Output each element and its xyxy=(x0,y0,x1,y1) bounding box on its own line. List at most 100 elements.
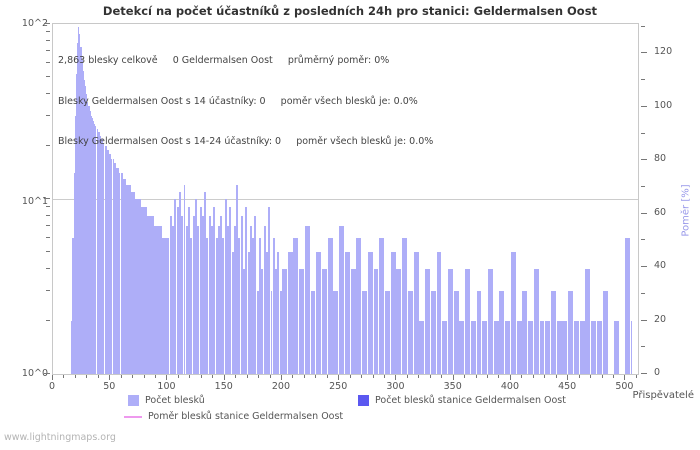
bar xyxy=(123,179,126,374)
bar xyxy=(556,321,562,374)
bar xyxy=(134,191,136,374)
bar xyxy=(178,191,181,374)
bar xyxy=(154,226,156,374)
y-left-tick xyxy=(46,225,50,227)
x-tick xyxy=(166,375,168,380)
y-right-tick xyxy=(641,319,647,321)
bar xyxy=(585,268,591,374)
bar xyxy=(107,150,110,374)
y-right-tick-label: 0 xyxy=(654,367,661,378)
bar xyxy=(125,179,127,374)
x-tick-minor xyxy=(86,375,88,378)
bar xyxy=(322,268,327,374)
bar xyxy=(152,215,154,374)
y-left-tick xyxy=(46,236,50,238)
bar xyxy=(245,207,248,374)
y-left-tick xyxy=(44,198,50,199)
bar xyxy=(89,110,91,374)
bar xyxy=(270,290,273,374)
x-tick-minor xyxy=(578,375,580,378)
y-right-tick-minor xyxy=(641,132,645,134)
bar xyxy=(102,139,104,374)
x-tick-minor xyxy=(418,375,420,378)
bar xyxy=(482,321,488,374)
bar xyxy=(419,321,425,374)
y-left-tick xyxy=(46,267,50,269)
bar xyxy=(183,185,186,374)
x-tick-minor xyxy=(74,375,76,378)
y-left-tick xyxy=(46,289,50,291)
bar xyxy=(129,185,131,374)
bar xyxy=(188,207,191,374)
bar xyxy=(510,251,516,374)
x-tick-minor xyxy=(544,375,546,378)
bar xyxy=(275,268,278,374)
bar xyxy=(117,168,119,374)
bar xyxy=(528,321,533,374)
bar xyxy=(81,60,83,374)
bar xyxy=(141,207,143,374)
legend-label-all-strokes: Počet blesků xyxy=(145,395,205,406)
bar xyxy=(233,226,236,374)
bar xyxy=(159,226,161,374)
bar xyxy=(379,237,385,374)
bar xyxy=(144,207,146,374)
bar xyxy=(160,226,162,374)
bar xyxy=(579,321,585,374)
bar xyxy=(339,226,345,374)
legend-label-ratio: Poměr blesků stanice Geldermalsen Oost xyxy=(148,411,344,422)
x-tick-minor xyxy=(269,375,271,378)
bar xyxy=(126,185,128,374)
bar xyxy=(277,251,280,374)
bar xyxy=(390,251,396,374)
bar xyxy=(213,207,216,374)
plot-annotations: 2,863 blesky celkově 0 Geldermalsen Oost… xyxy=(58,27,433,176)
bar xyxy=(136,199,138,374)
legend-item-ratio[interactable]: Poměr blesků stanice Geldermalsen Oost xyxy=(124,411,343,422)
y-right-tick-label: 40 xyxy=(654,260,667,272)
y-axis-right-title: Poměr [%] xyxy=(680,184,692,237)
x-tick-label: 400 xyxy=(500,381,519,392)
x-tick-label: 100 xyxy=(157,381,176,392)
bar xyxy=(77,42,79,374)
bar xyxy=(573,321,579,374)
bar xyxy=(459,321,465,374)
legend-item-all-strokes[interactable]: Počet blesků xyxy=(128,395,205,406)
bar xyxy=(550,290,556,374)
bar xyxy=(88,106,90,374)
annotation-line-3: Blesky Geldermalsen Oost s 14-24 účastní… xyxy=(58,136,434,147)
legend-item-station-strokes[interactable]: Počet blesků stanice Geldermalsen Oost xyxy=(358,395,566,406)
bar xyxy=(268,207,271,374)
bar xyxy=(101,139,103,374)
x-tick-minor xyxy=(498,375,500,378)
bar xyxy=(631,321,633,374)
bar xyxy=(254,215,257,374)
y-right-tick-minor xyxy=(641,239,645,241)
bar xyxy=(247,251,250,374)
y-right-tick-label: 60 xyxy=(654,206,667,218)
x-tick-minor xyxy=(555,375,557,378)
bar xyxy=(174,199,177,374)
bar xyxy=(87,101,89,374)
bar xyxy=(327,237,333,374)
bar xyxy=(197,226,200,374)
y-left-tick xyxy=(46,320,50,322)
bar xyxy=(476,290,482,374)
bar xyxy=(222,237,225,374)
bar-series-all-strokes xyxy=(53,24,638,374)
x-tick-label: 200 xyxy=(271,381,291,392)
x-tick-minor xyxy=(441,375,443,378)
bar xyxy=(135,199,137,374)
bar xyxy=(562,321,568,374)
bar xyxy=(181,215,184,374)
x-tick-label: 450 xyxy=(558,381,577,392)
bar xyxy=(99,135,102,374)
bar xyxy=(252,237,255,374)
x-tick xyxy=(338,375,340,380)
bar xyxy=(148,215,150,374)
bar xyxy=(118,168,120,374)
bar xyxy=(162,237,164,374)
bar xyxy=(194,199,197,374)
x-tick-minor xyxy=(292,375,294,378)
bar xyxy=(94,123,96,374)
